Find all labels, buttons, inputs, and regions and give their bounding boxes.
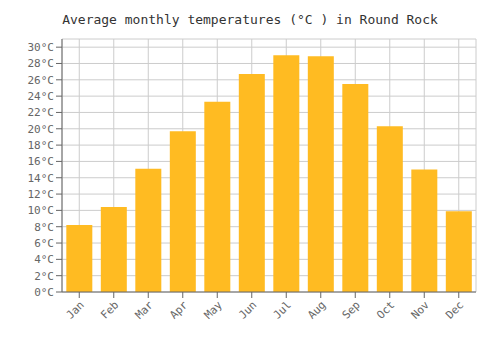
svg-text:Sep: Sep <box>340 298 363 321</box>
svg-text:2°C: 2°C <box>34 270 54 283</box>
svg-text:Feb: Feb <box>98 298 121 321</box>
svg-text:Oct: Oct <box>374 298 397 321</box>
svg-text:Mar: Mar <box>133 298 157 322</box>
svg-text:Jul: Jul <box>271 298 294 321</box>
svg-text:28°C: 28°C <box>28 57 55 70</box>
svg-text:6°C: 6°C <box>34 237 54 250</box>
svg-text:Apr: Apr <box>167 298 191 322</box>
svg-text:26°C: 26°C <box>28 74 55 87</box>
svg-text:Nov: Nov <box>409 298 433 322</box>
html-text:Average monthly temperatures (: Average monthly temperatures (°C ) in Ro… <box>62 12 438 27</box>
svg-text:8°C: 8°C <box>34 221 54 234</box>
svg-text:22°C: 22°C <box>28 106 55 119</box>
svg-text:0°C: 0°C <box>34 286 54 299</box>
svg-text:30°C: 30°C <box>28 41 55 54</box>
svg-text:18°C: 18°C <box>28 139 55 152</box>
svg-text:Jun: Jun <box>236 298 259 321</box>
svg-text:4°C: 4°C <box>34 253 54 266</box>
svg-text:24°C: 24°C <box>28 90 55 103</box>
svg-text:Aug: Aug <box>305 298 328 321</box>
svg-text:10°C: 10°C <box>28 204 55 217</box>
svg-text:12°C: 12°C <box>28 188 55 201</box>
svg-text:20°C: 20°C <box>28 123 55 136</box>
svg-text:Jan: Jan <box>64 298 87 321</box>
svg-text:May: May <box>202 298 226 322</box>
svg-text:14°C: 14°C <box>28 172 55 185</box>
svg-text:16°C: 16°C <box>28 155 55 168</box>
svg-text:Dec: Dec <box>443 298 466 321</box>
